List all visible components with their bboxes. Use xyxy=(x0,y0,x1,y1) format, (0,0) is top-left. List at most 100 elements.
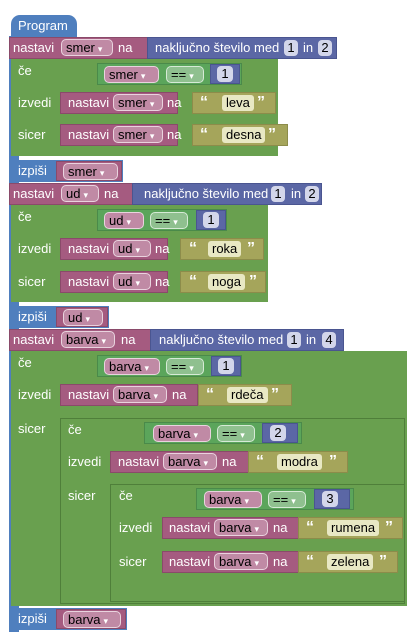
to-label: na xyxy=(167,95,182,110)
string-value[interactable]: modra xyxy=(277,454,322,470)
var-dropdown-barva[interactable]: barva ▾ xyxy=(153,425,211,442)
num-2[interactable]: 2 xyxy=(318,40,332,56)
print-label: izpiši xyxy=(18,163,47,178)
operator-dropdown[interactable]: == ▾ xyxy=(166,358,204,375)
var-dropdown-smer[interactable]: smer ▾ xyxy=(61,39,113,56)
to-label: na xyxy=(155,274,170,289)
var-dropdown-barva[interactable]: barva ▾ xyxy=(63,611,121,628)
num-1[interactable]: 1 xyxy=(203,212,219,228)
num-1[interactable]: 1 xyxy=(284,40,298,56)
quote-close-icon: ” xyxy=(257,94,265,111)
operator-dropdown[interactable]: == ▾ xyxy=(166,66,204,83)
num-1[interactable]: 1 xyxy=(217,66,233,82)
string-value[interactable]: leva xyxy=(222,95,254,111)
var-dropdown-ud[interactable]: ud ▾ xyxy=(113,240,151,257)
quote-open-icon: “ xyxy=(189,240,197,257)
else-label: sicer xyxy=(68,488,96,503)
if-label: če xyxy=(18,209,32,224)
quote-open-icon: “ xyxy=(189,273,197,290)
num-1[interactable]: 1 xyxy=(287,332,301,348)
random-label: naključno število med xyxy=(144,186,269,201)
random-label: naključno število med xyxy=(155,40,280,55)
set-label: nastavi xyxy=(118,454,160,469)
else-label: sicer xyxy=(18,127,46,142)
quote-close-icon: ” xyxy=(268,126,276,143)
num-1[interactable]: 1 xyxy=(271,186,285,202)
quote-close-icon: ” xyxy=(271,386,279,403)
var-dropdown-barva[interactable]: barva ▾ xyxy=(214,553,268,570)
set-label: nastavi xyxy=(13,40,55,55)
quote-open-icon: “ xyxy=(306,553,314,570)
num-3[interactable]: 3 xyxy=(322,491,338,507)
var-dropdown-barva[interactable]: barva ▾ xyxy=(163,453,217,470)
var-dropdown-ud[interactable]: ud ▾ xyxy=(113,273,151,290)
to-label: na xyxy=(222,454,237,469)
quote-open-icon: “ xyxy=(206,386,214,403)
to-label: na xyxy=(273,554,288,569)
operator-dropdown[interactable]: == ▾ xyxy=(268,491,306,508)
do-label: izvedi xyxy=(18,387,52,402)
else-label: sicer xyxy=(18,421,46,436)
do-label: izvedi xyxy=(119,520,153,535)
num-1[interactable]: 1 xyxy=(218,358,234,374)
if-label: če xyxy=(18,355,32,370)
set-label: nastavi xyxy=(169,554,211,569)
var-dropdown-ud[interactable]: ud ▾ xyxy=(63,309,103,326)
set-label: nastavi xyxy=(68,95,110,110)
var-dropdown-ud[interactable]: ud ▾ xyxy=(61,185,99,202)
var-dropdown-barva[interactable]: barva ▾ xyxy=(104,358,160,375)
set-label: nastavi xyxy=(169,520,211,535)
set-label: nastavi xyxy=(68,127,110,142)
set-label: nastavi xyxy=(13,332,55,347)
if-label: če xyxy=(68,422,82,437)
and-label: in xyxy=(291,186,302,201)
and-label: in xyxy=(306,332,317,347)
if-label: če xyxy=(119,488,133,503)
quote-close-icon: ” xyxy=(247,240,255,257)
set-label: nastavi xyxy=(68,274,110,289)
var-dropdown-barva[interactable]: barva ▾ xyxy=(214,519,268,536)
print-label: izpiši xyxy=(18,309,47,324)
quote-close-icon: ” xyxy=(379,553,387,570)
string-value[interactable]: desna xyxy=(222,127,266,143)
quote-open-icon: “ xyxy=(200,94,208,111)
var-dropdown-smer[interactable]: smer ▾ xyxy=(63,163,118,180)
do-label: izvedi xyxy=(18,241,52,256)
num-4[interactable]: 4 xyxy=(322,332,336,348)
var-dropdown-ud[interactable]: ud ▾ xyxy=(104,212,144,229)
program-title: Program xyxy=(18,18,68,33)
string-value[interactable]: rumena xyxy=(327,520,380,536)
print-label: izpiši xyxy=(18,611,47,626)
to-label: na xyxy=(273,520,288,535)
operator-dropdown[interactable]: == ▾ xyxy=(150,212,188,229)
var-dropdown-smer[interactable]: smer ▾ xyxy=(113,94,163,111)
quote-close-icon: ” xyxy=(329,453,337,470)
operator-dropdown[interactable]: == ▾ xyxy=(217,425,255,442)
var-dropdown-barva[interactable]: barva ▾ xyxy=(204,491,262,508)
var-dropdown-smer[interactable]: smer ▾ xyxy=(113,126,163,143)
to-label: na xyxy=(104,186,119,201)
program-block[interactable] xyxy=(11,15,77,37)
string-value[interactable]: noga xyxy=(208,274,245,290)
else-label: sicer xyxy=(18,274,46,289)
and-label: in xyxy=(303,40,314,55)
if-label: če xyxy=(18,63,32,78)
string-value[interactable]: roka xyxy=(208,241,242,257)
string-value[interactable]: zelena xyxy=(327,554,374,570)
random-label: naključno število med xyxy=(159,332,284,347)
to-label: na xyxy=(155,241,170,256)
num-2[interactable]: 2 xyxy=(270,425,286,441)
quote-close-icon: ” xyxy=(385,519,393,536)
var-dropdown-barva[interactable]: barva ▾ xyxy=(61,331,115,348)
set-label: nastavi xyxy=(68,387,110,402)
to-label: na xyxy=(121,332,136,347)
var-dropdown-smer[interactable]: smer ▾ xyxy=(104,66,159,83)
quote-open-icon: “ xyxy=(306,519,314,536)
do-label: izvedi xyxy=(18,95,52,110)
quote-open-icon: “ xyxy=(200,126,208,143)
var-dropdown-barva[interactable]: barva ▾ xyxy=(113,386,167,403)
string-value[interactable]: rdeča xyxy=(227,387,268,403)
set-label: nastavi xyxy=(68,241,110,256)
else-label: sicer xyxy=(119,554,147,569)
num-2[interactable]: 2 xyxy=(305,186,319,202)
